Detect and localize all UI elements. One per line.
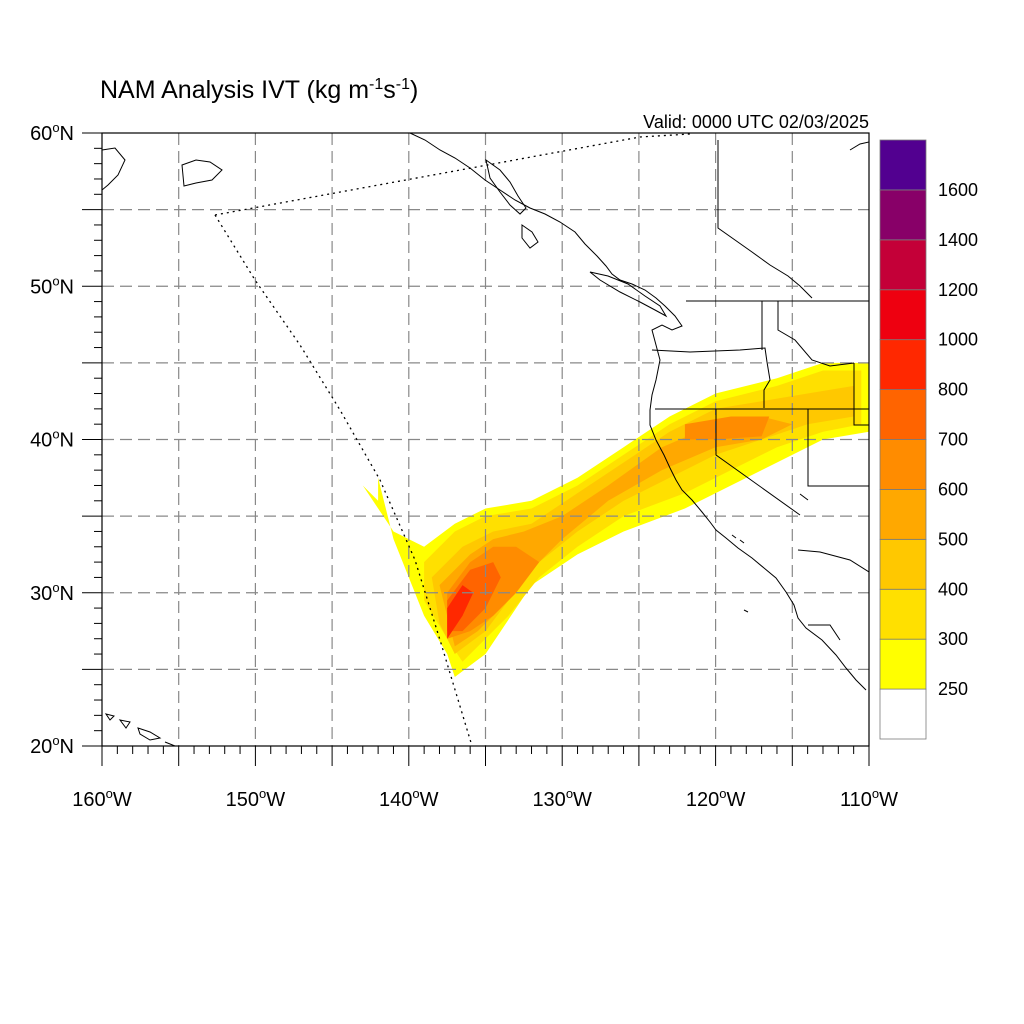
- colorbar-label: 1000: [938, 330, 978, 350]
- colorbar-swatch: [879, 439, 927, 490]
- colorbar-label: 600: [938, 479, 968, 499]
- colorbar-label: 1200: [938, 280, 978, 300]
- coastline: [102, 133, 869, 746]
- lat-label: 30oN: [30, 580, 74, 605]
- axis-ticks: [82, 132, 870, 766]
- colorbar-labels: 250 300 400 500 600 700 800 1000 1200 1400 1600: [938, 180, 978, 699]
- longitude-axis-labels: 160oW 150oW 140oW 130oW 120oW 110oW: [72, 786, 898, 811]
- colorbar-swatch: [879, 638, 927, 690]
- map-title: NAM Analysis IVT (kg m-1s-1): [100, 76, 418, 104]
- lat-label: 50oN: [30, 273, 74, 298]
- lat-label: 60oN: [30, 120, 74, 145]
- lon-label: 110oW: [840, 786, 898, 811]
- lon-label: 150oW: [226, 786, 286, 811]
- colorbar-swatch: [879, 489, 927, 540]
- lon-label: 140oW: [379, 786, 439, 811]
- ivt-region-600-5: [684, 416, 770, 440]
- colorbar-swatch: [879, 538, 927, 590]
- colorbar-label: 300: [938, 629, 968, 649]
- lat-lon-gridlines: [102, 133, 869, 746]
- colorbar-label: 1600: [938, 180, 978, 200]
- colorbar-swatch: [879, 339, 927, 390]
- map-plot-area: [102, 133, 869, 746]
- ivt-fill-layer: [362, 362, 869, 677]
- colorbar-label: 250: [938, 679, 968, 699]
- lon-label: 120oW: [686, 786, 746, 811]
- lat-label: 40oN: [30, 427, 74, 452]
- colorbar-swatch: [879, 239, 927, 291]
- colorbar-swatch: [879, 189, 927, 241]
- colorbar-label: 400: [938, 579, 968, 599]
- colorbar-swatch: [879, 588, 927, 640]
- valid-time: Valid: 0000 UTC 02/03/2025: [643, 112, 869, 132]
- colorbar-swatch: [879, 389, 927, 440]
- domain-boundary: [214, 133, 691, 746]
- colorbar-label: 700: [938, 430, 968, 450]
- latitude-axis-labels: 20oN 30oN 40oN 50oN 60oN: [30, 120, 74, 758]
- colorbar-swatch: [879, 139, 927, 191]
- colorbar: [879, 139, 927, 740]
- political-borders: [651, 300, 869, 641]
- lat-label: 20oN: [30, 733, 74, 758]
- colorbar-label: 500: [938, 529, 968, 549]
- colorbar-label: 800: [938, 380, 968, 400]
- lon-label: 130oW: [532, 786, 592, 811]
- ivt-region-300-1: [424, 370, 862, 662]
- colorbar-label: 1400: [938, 230, 978, 250]
- colorbar-swatch: [879, 289, 927, 341]
- colorbar-swatch: [879, 688, 927, 740]
- ivt-region-800-7: [447, 585, 474, 639]
- lon-label: 160oW: [72, 786, 132, 811]
